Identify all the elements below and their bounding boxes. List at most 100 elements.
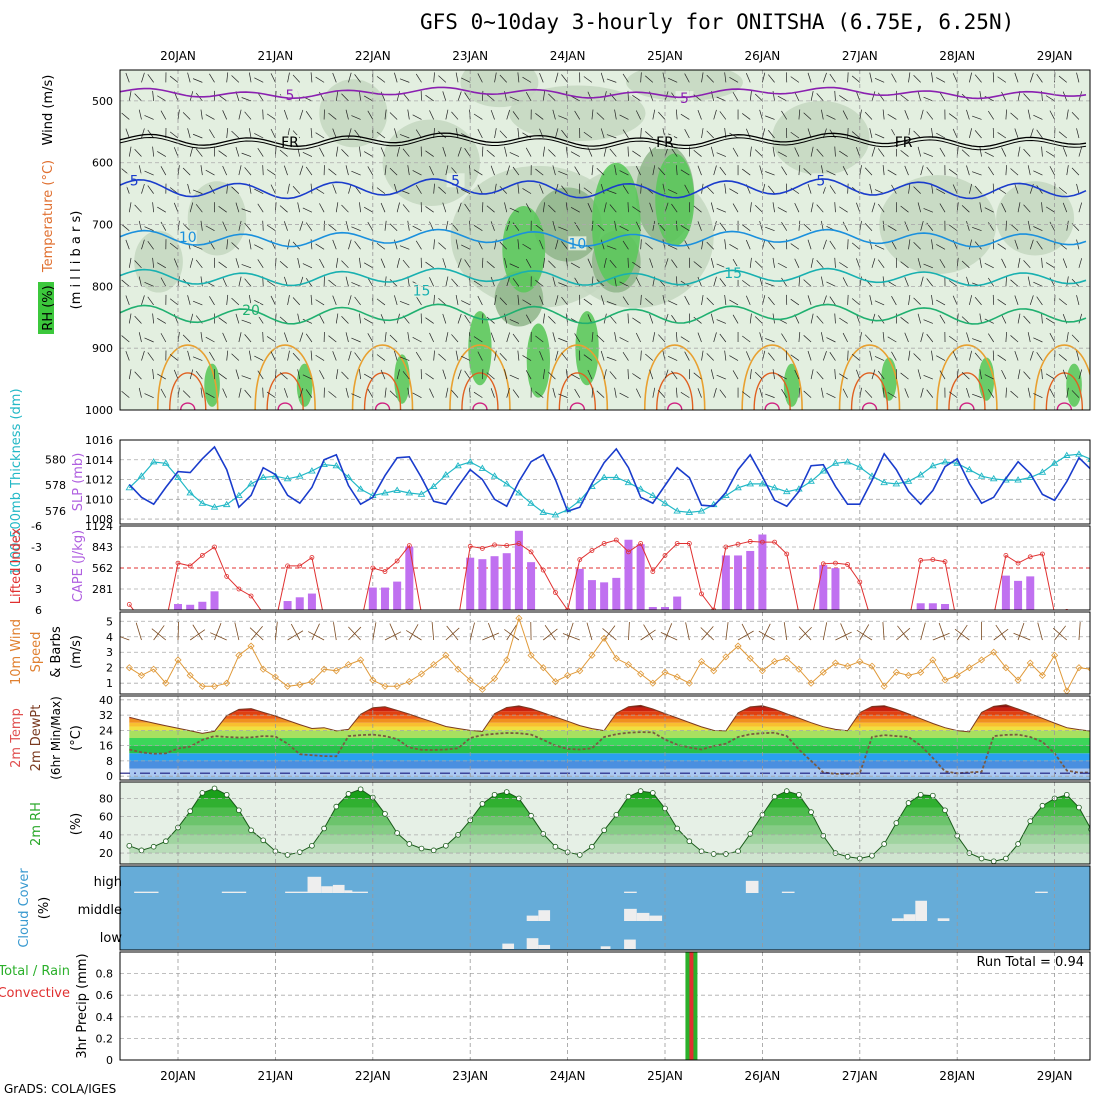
wind-barb-10m [628,622,630,641]
wind-barb [1078,313,1083,324]
wind-barb [254,133,264,139]
wind-barb [952,295,958,306]
wind-barb [781,388,788,398]
wind-barb [254,355,264,361]
wind-barb [542,202,545,213]
rh2m-point [321,825,327,832]
wind-barb [920,220,924,231]
wind-barb-10m [372,622,377,641]
temp-band [129,760,1090,769]
wind-barb [667,244,678,250]
wind-barb [742,168,751,176]
wind-barb [931,350,934,361]
wind-barb [525,314,532,324]
cape-bar [831,568,840,610]
wind-barb [821,220,824,231]
wind-barb [749,369,752,380]
wind-barb [134,148,142,157]
wind-barb [987,166,995,176]
wind-barb [671,148,678,157]
wind-barb [283,165,288,176]
rh2m-point [309,842,315,849]
wind-barb [1005,220,1007,231]
wind-barb [399,300,410,306]
wind-barb [591,165,594,176]
li-point [199,553,205,558]
wind-barb [561,241,568,250]
wind-barb [834,146,836,157]
wind-barb [539,128,544,139]
cape-bar [734,555,743,610]
precip-tick-0.4: 0.4 [96,1011,114,1024]
wind-barb [772,257,775,268]
wind-barb [490,332,495,343]
temp-area [129,704,1090,780]
wind-barb [839,206,848,213]
wind-barb [192,356,203,361]
wind-barb-10m [192,624,203,641]
isotherm-25-loop [643,344,706,410]
wind-barb [517,72,520,83]
wind-barb [429,110,434,120]
wind-barb [380,202,386,213]
li-point [857,579,863,585]
wind-barb [415,129,422,139]
wind-barb [292,185,301,194]
wind-barb [997,132,1007,139]
wind-barb [667,300,678,306]
wind-barb [966,387,970,398]
wind-barb [803,279,812,287]
wind-barb [972,171,982,176]
wind-barb [266,224,276,232]
wind-barb [632,150,641,157]
wind-barb [415,351,422,361]
pressure-tick-700: 700 [92,219,113,232]
temp-axis-label-4: (°C) [69,725,84,751]
temperature-series [129,704,1090,734]
wind-barb [729,243,739,250]
wind-barb-10m [602,628,617,641]
cape-bar [502,553,511,610]
wind-barb [363,151,373,157]
wind-barb [979,257,982,268]
wind-barb [762,72,766,83]
wind-barb [1058,131,1067,139]
li-point [980,616,984,620]
wind-barb [851,131,861,139]
wind-barb [134,371,142,380]
wind-barb [1049,166,1055,176]
wind-barb [152,146,154,157]
wind-barb [205,336,215,343]
date-label-top-27JAN: 27JAN [842,49,878,63]
rh2m-point [625,793,632,800]
wind-barb [1017,313,1021,324]
wind-barb [710,369,715,380]
wind-barb [948,335,958,343]
date-label-top-25JAN: 25JAN [647,49,683,63]
slp-axis-label: SLP (mb) [71,453,86,512]
wind-barb [632,206,641,213]
thickness-point [149,458,158,465]
isotherm-25-loop [1033,344,1090,410]
thickness-tick-580: 580 [45,453,66,466]
wind-barb [522,243,532,250]
wind-barb [810,146,814,157]
contour-label-bg [811,173,830,188]
wind-barb [177,220,180,231]
precip-tick-0.8: 0.8 [96,968,114,981]
wind-barb [591,332,594,343]
wind-point [734,642,742,650]
wind-barb [128,202,132,213]
wind-barb [923,263,933,269]
temp-plot [129,704,1090,780]
wind-barb [522,355,532,361]
wind-barb [777,151,787,157]
wind-barb [600,72,605,83]
wind-barb [442,258,447,268]
wind-barb [680,225,690,232]
wind-barb [1005,331,1007,343]
wind-barb [486,261,495,269]
contour-label-bg [568,236,587,251]
wind-barb [745,239,751,250]
wind-barb [619,225,629,232]
